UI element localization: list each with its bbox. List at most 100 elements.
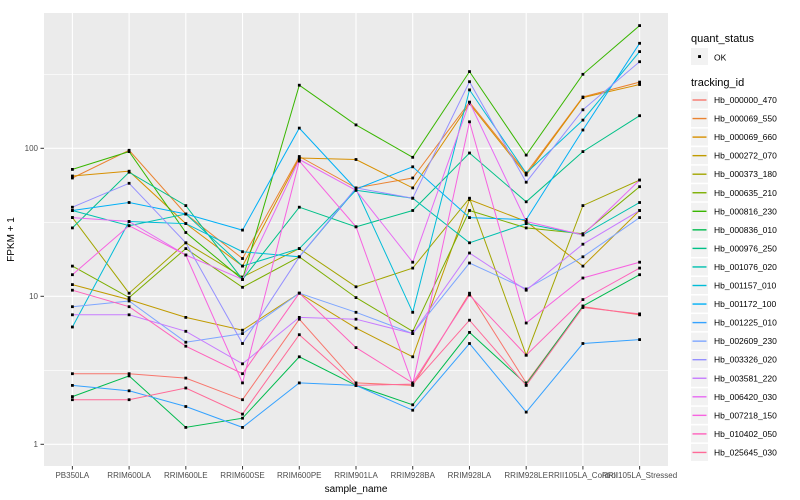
data-point: [638, 50, 641, 53]
data-point: [297, 333, 301, 337]
data-point: [468, 196, 471, 200]
data-point: [297, 291, 301, 295]
data-point: [71, 325, 74, 329]
legend-item-label: Hb_001076_020: [714, 262, 777, 272]
legend-label-ok: OK: [714, 53, 727, 63]
data-point: [127, 220, 131, 223]
legend-item-label: Hb_000069_550: [714, 114, 777, 124]
data-point: [411, 196, 415, 200]
data-point: [184, 426, 188, 429]
data-point: [468, 342, 471, 345]
data-point: [297, 317, 301, 321]
data-point: [411, 209, 415, 212]
data-point: [411, 310, 415, 314]
x-tick-label: RRIM600LA: [107, 471, 151, 480]
data-point: [241, 362, 244, 366]
data-point: [524, 218, 528, 221]
data-point: [297, 355, 301, 359]
legend-item-label: Hb_001172_100: [714, 299, 777, 309]
data-point: [127, 170, 131, 174]
data-point: [468, 70, 471, 73]
data-point: [71, 264, 74, 268]
data-point: [411, 332, 415, 335]
data-point: [184, 340, 188, 344]
data-point: [468, 318, 471, 322]
data-point: [354, 384, 358, 387]
legend-item-label: Hb_003581_220: [714, 373, 777, 383]
data-point: [127, 299, 131, 303]
data-point: [411, 266, 415, 270]
data-point: [581, 242, 585, 246]
data-point: [184, 405, 188, 408]
data-point: [127, 224, 131, 228]
data-point: [468, 251, 471, 255]
data-point: [127, 305, 131, 309]
x-tick-label: PB350LA: [55, 471, 89, 480]
data-point: [638, 178, 641, 182]
y-tick-label: 10: [29, 292, 38, 301]
data-point: [354, 326, 358, 330]
data-point: [638, 273, 641, 277]
data-point: [468, 293, 471, 297]
data-point: [524, 171, 528, 175]
data-point: [184, 329, 188, 333]
data-point: [297, 156, 301, 160]
legend-item-label: Hb_001225_010: [714, 318, 777, 328]
data-point: [638, 201, 641, 204]
data-point: [468, 120, 471, 124]
data-point: [581, 128, 585, 132]
legend-item-label: Hb_000000_470: [714, 95, 777, 105]
legend-item-label: Hb_000976_250: [714, 243, 777, 253]
data-point: [241, 328, 244, 332]
data-point: [354, 285, 358, 289]
data-point: [468, 102, 471, 106]
data-point: [354, 188, 358, 192]
quant-status-point: [698, 55, 701, 58]
data-point: [354, 186, 358, 190]
data-point: [354, 317, 358, 321]
data-point: [241, 228, 244, 232]
data-point: [638, 41, 641, 45]
data-point: [127, 201, 131, 204]
data-point: [638, 185, 641, 189]
data-point: [581, 306, 585, 309]
data-point: [581, 255, 585, 259]
data-point: [524, 410, 528, 414]
data-point: [184, 376, 188, 380]
y-tick-label: 1: [34, 440, 39, 449]
data-point: [241, 416, 244, 420]
data-point: [127, 181, 131, 185]
data-point: [581, 264, 585, 268]
data-point: [184, 386, 188, 390]
data-point: [71, 384, 74, 387]
y-tick-label: 100: [25, 144, 39, 153]
x-axis-title: sample_name: [325, 484, 388, 495]
data-point: [127, 150, 131, 153]
data-point: [638, 114, 641, 118]
data-point: [71, 288, 74, 292]
data-point: [297, 247, 301, 250]
data-point: [184, 212, 188, 216]
data-point: [468, 291, 471, 295]
data-point: [411, 165, 415, 169]
data-point: [581, 276, 585, 280]
data-point: [638, 83, 641, 86]
legend-item-label: Hb_000069_660: [714, 132, 777, 142]
data-point: [524, 180, 528, 184]
x-tick-label: RRIM928BA: [390, 471, 435, 480]
data-point: [71, 395, 74, 398]
data-point: [241, 372, 244, 376]
legend-item-label: Hb_000635_210: [714, 188, 777, 198]
data-point: [127, 389, 131, 393]
data-point: [524, 353, 528, 357]
data-point: [127, 296, 131, 299]
data-point: [127, 374, 131, 378]
data-point: [71, 283, 74, 286]
data-point: [241, 278, 244, 281]
data-point: [468, 151, 471, 155]
data-point: [638, 266, 641, 270]
data-point: [468, 331, 471, 334]
data-point: [184, 247, 188, 250]
data-point: [411, 155, 415, 159]
